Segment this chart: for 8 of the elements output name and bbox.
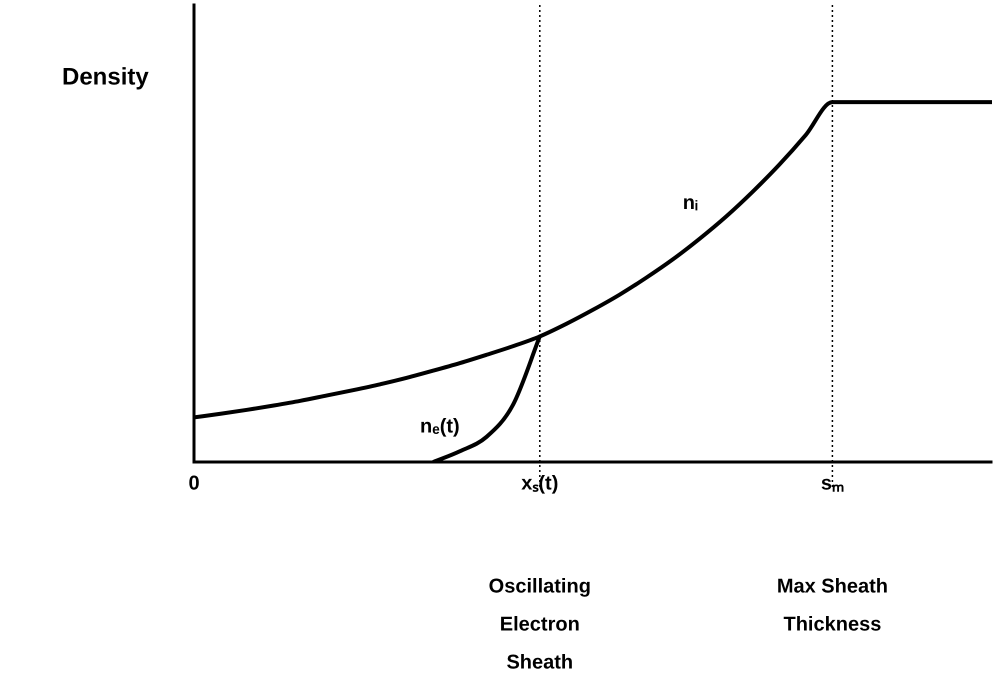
x-tick-label: xₛ(t) — [521, 472, 558, 495]
y-axis-title: Density — [62, 64, 150, 91]
text: Oscillating Electron Sheath — [488, 576, 591, 674]
series-label: nᵢ — [682, 192, 698, 214]
text: Max Sheath Thickness — [776, 576, 888, 636]
series-label: nₑ(t) — [420, 416, 460, 438]
x-tick-label: 0 — [188, 472, 200, 495]
x-tick-label: sₘ — [820, 472, 844, 495]
